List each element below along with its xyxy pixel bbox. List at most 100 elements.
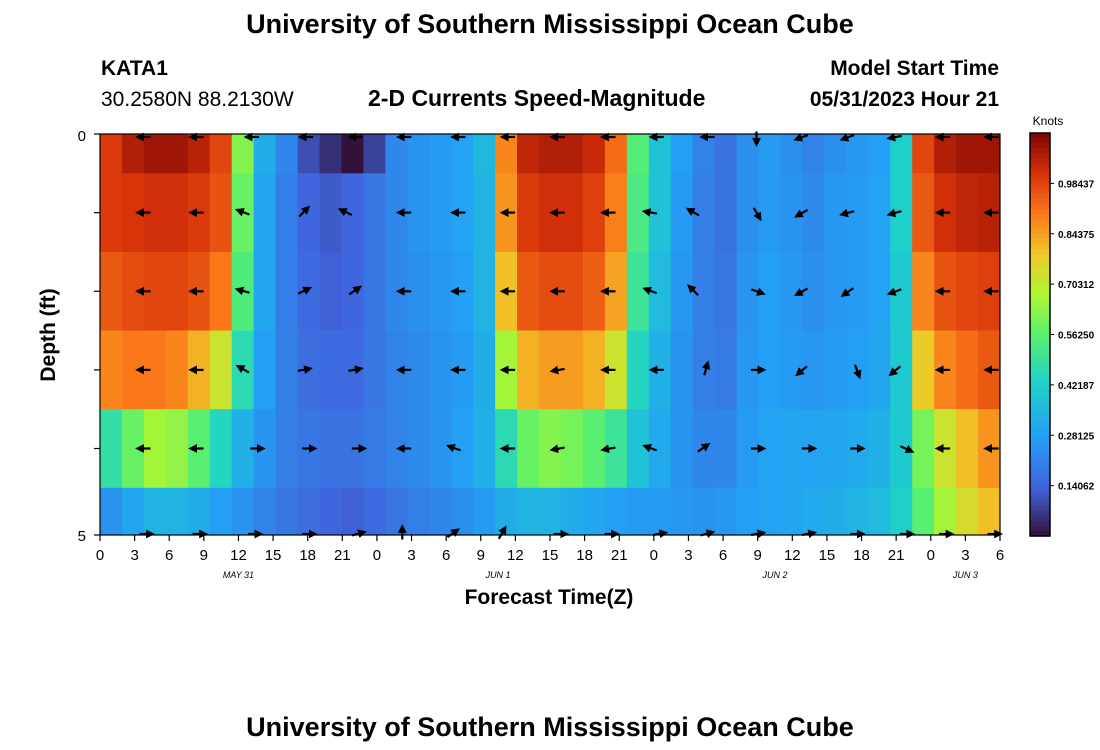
heatmap-cell (560, 173, 584, 253)
heatmap-cell (780, 409, 804, 489)
colorbar-tick-label: 0.84375 (1058, 230, 1095, 241)
heatmap-cell (407, 330, 430, 410)
heatmap-cell (736, 251, 760, 331)
current-arrow (235, 364, 250, 374)
x-tick-label: 3 (130, 547, 138, 564)
colorbar-segment (1030, 324, 1050, 331)
heatmap-cell (363, 409, 386, 489)
heatmap-cell (407, 487, 430, 536)
colorbar-segment (1030, 193, 1050, 200)
heatmap-cell (231, 487, 255, 536)
heatmap-cell (451, 409, 474, 489)
heatmap-cell (319, 251, 343, 331)
heatmap-cell (121, 251, 145, 331)
heatmap-cell (736, 487, 760, 536)
colorbar-segment (1030, 143, 1050, 149)
plot-subtitle: 2-D Currents Speed-Magnitude (368, 85, 706, 111)
x-tick-label: 12 (230, 547, 247, 564)
heatmap-cell (582, 134, 606, 174)
colorbar-segment (1030, 319, 1050, 326)
colorbar-segment (1030, 510, 1050, 517)
current-arrow (549, 365, 565, 375)
colorbar-segment (1030, 213, 1050, 220)
heatmap-cell (429, 487, 452, 536)
heatmap-cell (626, 251, 650, 331)
colorbar-segment (1030, 238, 1050, 245)
heatmap-cell (121, 134, 145, 174)
heatmap-cell (868, 251, 891, 331)
current-arrow (348, 285, 363, 296)
heatmap-cell (385, 134, 408, 174)
heatmap-cell (802, 487, 825, 536)
current-arrow (793, 133, 809, 142)
heatmap-cell (714, 330, 738, 410)
heatmap-cell (714, 409, 738, 489)
y-tick-label: 5 (78, 528, 86, 545)
x-tick-label: 9 (200, 547, 208, 564)
heatmap-cell (582, 409, 606, 489)
heatmap-cell (846, 487, 869, 536)
colorbar-segment (1030, 374, 1050, 381)
x-tick-label: 9 (477, 547, 485, 564)
heatmap-cell (670, 330, 694, 410)
heatmap-cell (890, 330, 913, 410)
heatmap-cell (956, 251, 979, 331)
colorbar-segment (1030, 495, 1050, 502)
heatmap-cell (934, 487, 957, 536)
heatmap-cell (473, 134, 496, 174)
colorbar-segment (1030, 178, 1050, 184)
heatmap-cell (956, 134, 979, 174)
heatmap-cell (187, 134, 211, 174)
current-arrow (794, 208, 809, 218)
colorbar-segment (1030, 163, 1050, 169)
heatmap-cell (582, 251, 606, 331)
heatmap-cell (429, 409, 452, 489)
x-tick-label: 21 (888, 547, 905, 564)
current-arrow (549, 444, 565, 454)
heatmap-cell (253, 487, 277, 536)
colorbar-segment (1030, 173, 1050, 179)
colorbar-segment (1030, 243, 1050, 250)
model-start-value: 05/31/2023 Hour 21 (809, 88, 999, 111)
date-label: JUN 2 (761, 570, 787, 580)
heatmap-cell (648, 487, 672, 536)
heatmap-cell (363, 251, 386, 331)
x-tick-label: 18 (576, 547, 593, 564)
heatmap-cell (890, 134, 913, 174)
heatmap-cell (231, 134, 255, 174)
page-title-repeat: University of Southern Mississippi Ocean… (246, 712, 854, 742)
heatmap-cell (473, 251, 496, 331)
heatmap-cell (780, 330, 804, 410)
heatmap-cell (604, 134, 628, 174)
colorbar-segment (1030, 354, 1050, 361)
heatmap-cell (912, 487, 935, 536)
heatmap-cell (275, 409, 299, 489)
colorbar-segment (1030, 410, 1050, 416)
heatmap-cell (143, 487, 167, 536)
x-tick-label: 6 (442, 547, 450, 564)
heatmap-cell (626, 409, 650, 489)
colorbar-segment (1030, 369, 1050, 376)
heatmap-cell (319, 330, 343, 410)
colorbar-segment (1030, 420, 1050, 426)
current-arrow (497, 525, 507, 540)
heatmap-cell (209, 173, 233, 253)
heatmap-cell (341, 487, 365, 536)
heatmap-cell (824, 173, 847, 253)
colorbar-segment (1030, 465, 1050, 472)
current-arrow (234, 208, 250, 217)
date-label: MAY 31 (223, 570, 254, 580)
current-arrow (685, 207, 700, 217)
heatmap-cell (670, 173, 694, 253)
current-arrow (886, 132, 902, 142)
heatmap-cell (363, 134, 386, 174)
heatmap-cell (407, 409, 430, 489)
heatmap-cell (648, 173, 672, 253)
colorbar-segment (1030, 405, 1050, 411)
x-tick-label: 3 (961, 547, 969, 564)
heatmap-cell (319, 487, 343, 536)
heatmap-cell (824, 251, 847, 331)
heatmap-cell (868, 409, 891, 489)
heatmap-cell (429, 173, 452, 253)
heatmap-cell (670, 487, 694, 536)
